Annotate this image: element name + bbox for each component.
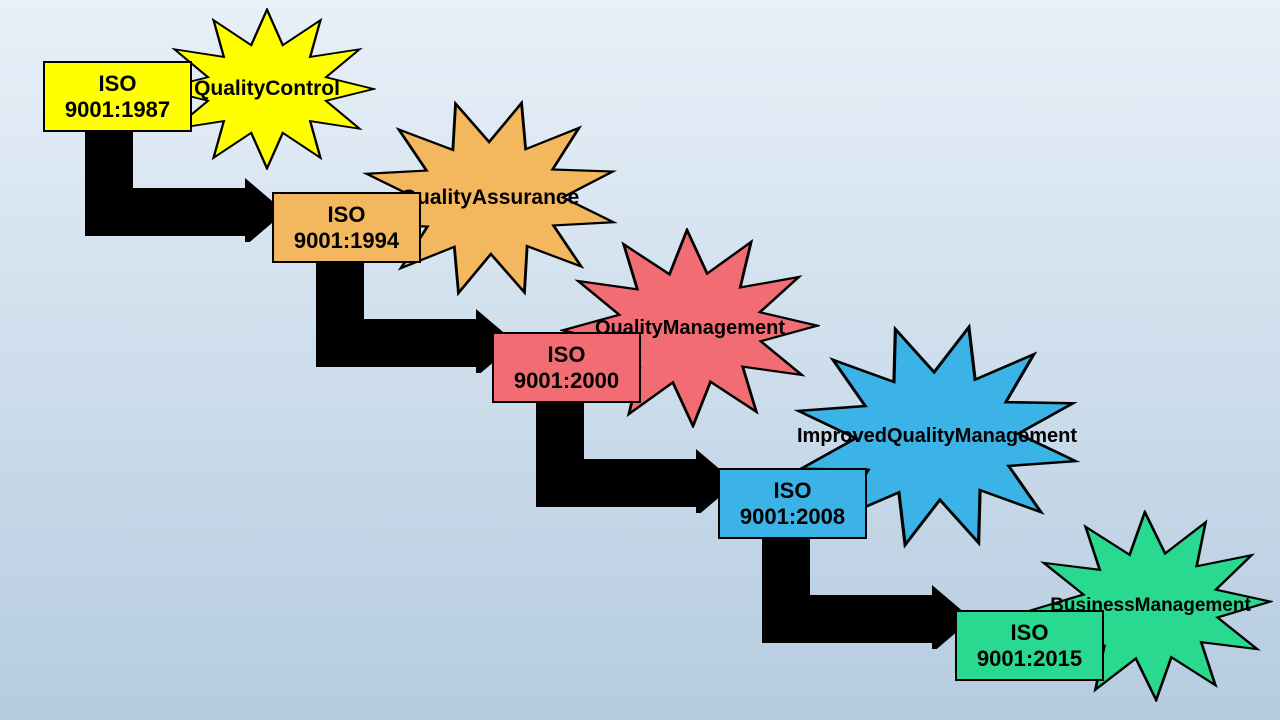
iso-box-line2-5: 9001:2015 [977, 646, 1082, 671]
iso-box-line2-3: 9001:2000 [514, 368, 619, 393]
iso-box-line2-2: 9001:1994 [294, 228, 399, 253]
iso-box-5: ISO9001:2015 [955, 610, 1104, 681]
iso-box-line1-2: ISO [328, 202, 366, 227]
iso-box-line1-4: ISO [774, 478, 812, 503]
iso-box-4: ISO9001:2008 [718, 468, 867, 539]
arrow-4 [762, 539, 972, 649]
iso-box-2: ISO9001:1994 [272, 192, 421, 263]
iso-timeline-diagram: QualityControlQualityAssuranceQualityMan… [0, 0, 1280, 720]
iso-box-line2-1: 9001:1987 [65, 97, 170, 122]
iso-box-line2-4: 9001:2008 [740, 504, 845, 529]
iso-box-line1-1: ISO [99, 71, 137, 96]
iso-box-line1-5: ISO [1011, 620, 1049, 645]
iso-box-line1-3: ISO [548, 342, 586, 367]
iso-box-3: ISO9001:2000 [492, 332, 641, 403]
iso-box-1: ISO9001:1987 [43, 61, 192, 132]
